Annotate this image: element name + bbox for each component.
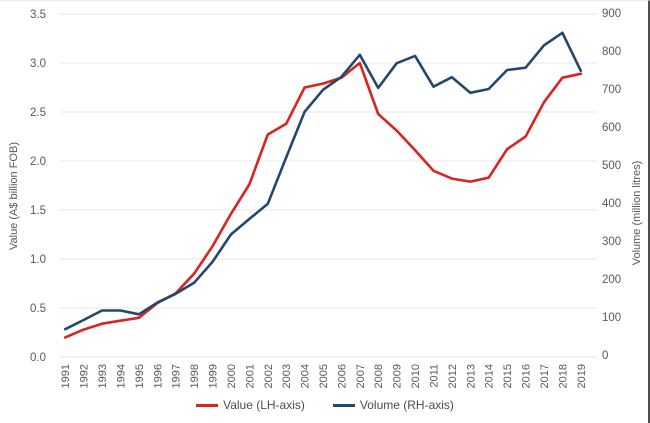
right-axis-tick-label: 200 xyxy=(602,274,621,286)
x-axis-tick-label: 2014 xyxy=(484,364,496,388)
x-axis-tick-label: 2008 xyxy=(373,364,385,388)
x-axis-tick-label: 1999 xyxy=(208,364,220,388)
x-axis-tick-label: 2012 xyxy=(447,364,459,388)
x-axis-tick-label: 2013 xyxy=(465,364,477,388)
right-axis-tick-label: 900 xyxy=(602,8,621,20)
left-axis-tick-label: 2.5 xyxy=(30,107,46,119)
right-axis-tick-label: 0 xyxy=(602,350,608,362)
right-axis-tick-label: 300 xyxy=(602,236,621,248)
value-series-swatch xyxy=(196,403,219,407)
right-axis-title: Volume (million litres) xyxy=(631,160,643,266)
x-axis-tick-label: 2016 xyxy=(521,364,533,388)
left-axis-tick-label: 2.0 xyxy=(30,156,46,168)
x-axis-tick-label: 1992 xyxy=(79,364,91,388)
right-axis-tick-label: 100 xyxy=(602,312,621,324)
x-axis-tick-label: 1991 xyxy=(60,364,72,388)
x-axis-tick-label: 1993 xyxy=(97,364,109,388)
x-axis-tick-label: 2002 xyxy=(263,364,275,388)
legend-label-value: Value (LH-axis) xyxy=(223,398,305,412)
volume-series-swatch xyxy=(332,403,355,407)
legend-label-volume: Volume (RH-axis) xyxy=(359,398,454,412)
x-axis-tick-label: 2017 xyxy=(539,364,551,388)
x-axis-tick-label: 2011 xyxy=(428,364,440,388)
x-axis-tick-label: 1996 xyxy=(152,364,164,388)
right-axis-tick-label: 400 xyxy=(602,198,621,210)
left-axis-title: Value (A$ billion FOB) xyxy=(8,142,20,251)
x-axis-tick-label: 2007 xyxy=(355,364,367,388)
right-axis-tick-label: 500 xyxy=(602,160,621,172)
x-axis-tick-label: 2004 xyxy=(300,364,312,388)
volume-series-line xyxy=(63,31,583,331)
right-axis-tick-label: 700 xyxy=(602,84,621,96)
left-axis-tick-label: 1.0 xyxy=(30,254,46,266)
x-axis-tick-label: 1994 xyxy=(115,364,127,388)
legend-item-value: Value (LH-axis) xyxy=(196,398,305,412)
x-axis-tick-label: 2006 xyxy=(336,364,348,388)
x-axis-tick-label: 1997 xyxy=(171,364,183,388)
x-axis-tick-label: 1998 xyxy=(189,364,201,388)
x-axis-tick-label: 2015 xyxy=(502,364,514,388)
x-axis-tick-label: 2019 xyxy=(576,364,588,388)
left-axis-tick-label: 3.0 xyxy=(30,58,46,70)
x-axis-tick-label: 2005 xyxy=(318,364,330,388)
right-axis-tick-label: 800 xyxy=(602,46,621,58)
x-axis-tick-label: 2010 xyxy=(410,364,422,388)
x-axis-tick-label: 2009 xyxy=(392,364,404,388)
left-axis-tick-label: 0.0 xyxy=(30,352,46,364)
left-axis-tick-label: 0.5 xyxy=(30,303,46,315)
x-axis-tick-label: 2018 xyxy=(557,364,569,388)
left-axis-tick-label: 3.5 xyxy=(30,9,46,21)
legend-item-volume: Volume (RH-axis) xyxy=(332,398,454,412)
value-series-line xyxy=(63,61,583,339)
right-axis-tick-label: 600 xyxy=(602,122,621,134)
x-axis-tick-label: 2001 xyxy=(244,364,256,388)
x-axis-tick-label: 1995 xyxy=(134,364,146,388)
legend: Value (LH-axis) Volume (RH-axis) xyxy=(0,398,648,412)
x-axis-tick-label: 2000 xyxy=(226,364,238,388)
left-axis-tick-label: 1.5 xyxy=(30,205,46,217)
x-axis-tick-label: 2003 xyxy=(281,364,293,388)
